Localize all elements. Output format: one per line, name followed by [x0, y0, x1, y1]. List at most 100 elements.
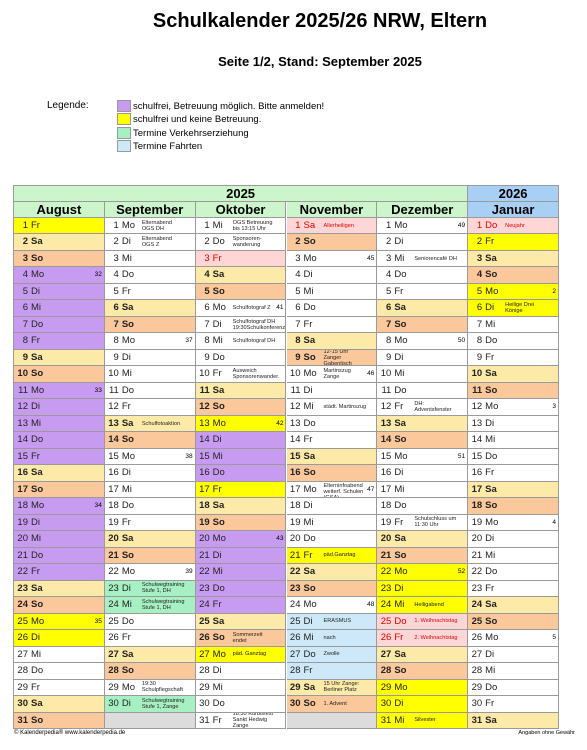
day-number: 3	[204, 252, 210, 264]
day-number: 26	[108, 632, 119, 644]
day-number: 22	[108, 566, 119, 578]
weekday: Di	[212, 434, 222, 446]
weekday: Mi	[212, 220, 223, 231]
weekday: Mo	[485, 285, 499, 297]
weekday: Mi	[212, 566, 223, 578]
day-cell: 16 Fr	[468, 465, 559, 482]
day-number: 26	[471, 632, 483, 644]
weekday: Mi	[121, 599, 132, 611]
week-number: 43	[276, 535, 284, 543]
day-cell: 30 Do	[195, 696, 287, 713]
day-number: 14	[17, 434, 28, 446]
day-cell: 17 Mi	[104, 481, 196, 499]
day-number: 20	[199, 533, 210, 545]
day-note: Schulwegtraining Stufe 1, DH	[141, 598, 185, 611]
day-cell: 15 Sa	[286, 448, 378, 466]
weekday: Mi	[212, 681, 223, 693]
day-cell: 8 Mo 50	[377, 333, 469, 350]
weekday: Fr	[485, 698, 495, 710]
week-number: 5	[552, 634, 556, 642]
day-cell: 3 Mi	[104, 250, 196, 268]
weekday: So	[303, 582, 316, 594]
day-number: 7	[476, 318, 483, 330]
weekday: Fr	[212, 252, 222, 264]
weekday: Di	[121, 351, 131, 363]
day-number: 10	[289, 368, 301, 380]
day-cell: 17 So	[14, 481, 105, 499]
weekday: Sa	[212, 384, 225, 396]
day-number: 28	[17, 665, 28, 677]
day-number: 30	[199, 698, 210, 710]
day-number: 28	[108, 665, 119, 677]
day-cell: 13 Sa Schulfotoaktion	[104, 415, 196, 433]
day-number: 27	[289, 648, 301, 660]
weekday: So	[485, 615, 498, 627]
weekday: Sa	[121, 533, 134, 545]
day-number: 9	[22, 351, 28, 363]
day-cell: 12 Di	[14, 399, 105, 416]
day-cell: 4 Sa	[195, 267, 287, 284]
weekday: Do	[121, 615, 134, 627]
weekday: Di	[31, 401, 40, 413]
day-cell: 8 Sa	[286, 333, 378, 350]
day-number: 15	[199, 450, 210, 462]
day-number: 3	[113, 252, 119, 264]
weekday: Do	[212, 236, 225, 248]
weekday: Di	[394, 351, 404, 363]
day-cell: 19 Fr Schulschluss um 11:30 Uhr	[377, 514, 469, 532]
weekday: Sa	[485, 714, 497, 726]
weekday: Do	[121, 500, 134, 512]
weekday: Mo	[31, 384, 45, 396]
day-note: Heiligabend	[414, 601, 444, 608]
day-cell: 31 Mi Silvester	[377, 712, 469, 729]
day-number: 27	[199, 648, 210, 660]
weekday: Fr	[212, 599, 222, 611]
weekday: Do	[394, 269, 407, 281]
day-number: 31	[199, 714, 210, 726]
day-number: 26	[199, 632, 210, 644]
day-cell: 11 Mo 33	[14, 382, 105, 400]
day-number: 24	[17, 599, 28, 611]
day-cell: 9 Sa	[14, 349, 105, 367]
day-note: Schulwegtraining Stufe 1, DH	[141, 582, 185, 595]
day-cell: 3 Sa	[468, 250, 559, 268]
day-cell: 18 So	[468, 498, 559, 515]
day-cell: 14 Do	[14, 432, 105, 449]
day-number: 19	[380, 516, 392, 528]
day-cell: 25 Do 1. Weihnachtstag	[377, 613, 469, 631]
day-number: 20	[471, 533, 483, 545]
weekday: Di	[121, 467, 131, 479]
day-cell: 18 Mo 34	[14, 498, 105, 515]
day-cell: 29 Sa 15 Uhr Zange: Berliner Platz	[286, 679, 378, 697]
day-number: 21	[289, 549, 301, 561]
day-number: 12	[289, 401, 301, 413]
legend-swatch	[117, 140, 131, 153]
day-cell: 14 Di	[195, 432, 287, 449]
day-note: Seniorencafé DH	[414, 255, 457, 262]
day-note: 2. Weihnachtstag	[414, 634, 458, 641]
day-number: 4	[386, 269, 392, 281]
weekday: Mi	[303, 401, 314, 413]
day-number: 24	[289, 599, 301, 611]
day-cell: 23 Do	[195, 580, 287, 598]
day-cell: 21 Do	[14, 547, 105, 565]
day-number: 7	[386, 318, 392, 330]
day-number: 3	[476, 252, 483, 264]
day-number: 29	[17, 681, 28, 693]
day-cell: 13 Di	[468, 415, 559, 433]
day-note: OGS Betreuung bis 13:15 Uhr	[232, 219, 273, 232]
day-number: 3	[295, 252, 301, 264]
day-note: Schulfotoaktion	[141, 420, 181, 427]
empty-cell	[286, 712, 378, 729]
weekday: Sa	[303, 681, 316, 693]
weekday: Mo	[121, 566, 136, 578]
day-cell: 29 Do	[468, 679, 559, 697]
weekday: Mo	[394, 450, 408, 462]
day-cell: 19 Mi	[286, 514, 378, 532]
day-number: 28	[471, 665, 483, 677]
day-cell: 20 Do	[286, 531, 378, 548]
day-number: 4	[476, 269, 483, 281]
day-cell: 21 Mi	[468, 547, 559, 565]
day-cell: 13 Sa	[377, 415, 469, 433]
weekday: So	[121, 434, 134, 446]
